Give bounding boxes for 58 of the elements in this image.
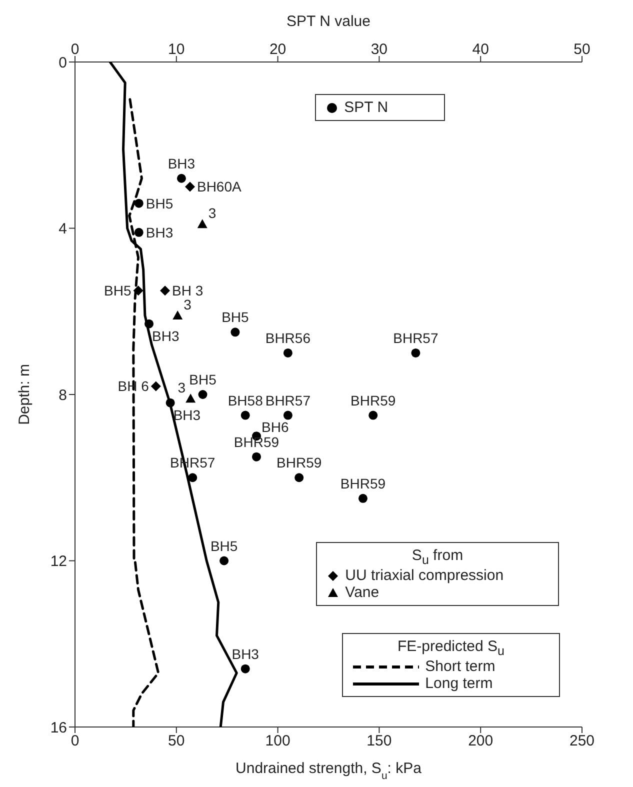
- y-tick-label: 16: [50, 719, 67, 736]
- point: [197, 219, 208, 228]
- legend-label: SPT N: [343, 99, 390, 116]
- y-tick-label: 4: [58, 220, 67, 238]
- data-label: BH58: [228, 392, 264, 408]
- x2-axis-title: SPT N value: [286, 13, 370, 30]
- data-label: BH 3: [172, 282, 204, 299]
- data-label: BH3: [173, 406, 201, 423]
- data-label: BH6: [262, 419, 289, 436]
- y-tick-label: 0: [58, 54, 67, 72]
- data-label: BH5: [189, 372, 217, 388]
- legend-label: Short term: [424, 658, 496, 675]
- data-label: BHR59: [340, 475, 386, 492]
- x2-tick-label: 20: [269, 41, 286, 58]
- legend-label: Vane: [344, 584, 380, 602]
- data-label: BH5: [146, 195, 174, 212]
- data-label: BHR56: [265, 330, 311, 346]
- annotation: S$_{u}$ from: [412, 547, 464, 567]
- x-tick-label: 0: [70, 732, 80, 750]
- annotation: 3: [184, 296, 192, 313]
- data-label: BH3: [152, 328, 180, 344]
- data-label: BH5: [210, 538, 238, 554]
- point: [186, 394, 196, 403]
- data-label: BH5: [104, 282, 132, 299]
- annotation: FE-predicted S$_{u}$: [398, 638, 504, 658]
- data-label: BH5: [222, 309, 250, 326]
- legend-label: UU triaxial compression: [344, 567, 505, 584]
- annotation: 3: [208, 205, 216, 222]
- x-tick-label: 50: [168, 732, 185, 750]
- x2-tick-label: 40: [472, 41, 489, 58]
- point: [150, 381, 161, 392]
- legend-label: Long term: [424, 675, 494, 692]
- x-tick-label: 150: [366, 732, 392, 750]
- x2-tick-label: 0: [70, 41, 80, 58]
- x-tick-label: 250: [569, 732, 595, 750]
- x-tick-label: 200: [468, 732, 494, 750]
- y-tick-label: 8: [58, 386, 67, 404]
- point: [184, 182, 195, 192]
- data-label: BH3: [168, 155, 196, 172]
- data-label: BHR57: [265, 392, 311, 408]
- x-axis-title: Undrained strength, S$_{u}$: kPa: [236, 760, 422, 782]
- x2-tick-label: 30: [370, 41, 388, 58]
- data-label: BHR59: [350, 392, 396, 408]
- legend-box: SPT N: [315, 94, 445, 122]
- y-tick-label: 12: [50, 553, 67, 570]
- data-label: BHR57: [393, 330, 438, 346]
- x2-tick-label: 10: [168, 41, 185, 58]
- point: [172, 310, 183, 320]
- data-label: BH3: [232, 646, 260, 662]
- point: [160, 286, 170, 296]
- data-label: BHR59: [276, 454, 322, 471]
- y-axis-title: Depth: m: [16, 364, 33, 425]
- annotation: 3: [178, 380, 186, 396]
- data-label: BH3: [146, 224, 174, 240]
- data-label: BH60A: [196, 178, 242, 195]
- x-tick-label: 100: [265, 732, 290, 750]
- data-label: BHR59: [234, 434, 280, 450]
- x2-tick-label: 50: [574, 41, 590, 58]
